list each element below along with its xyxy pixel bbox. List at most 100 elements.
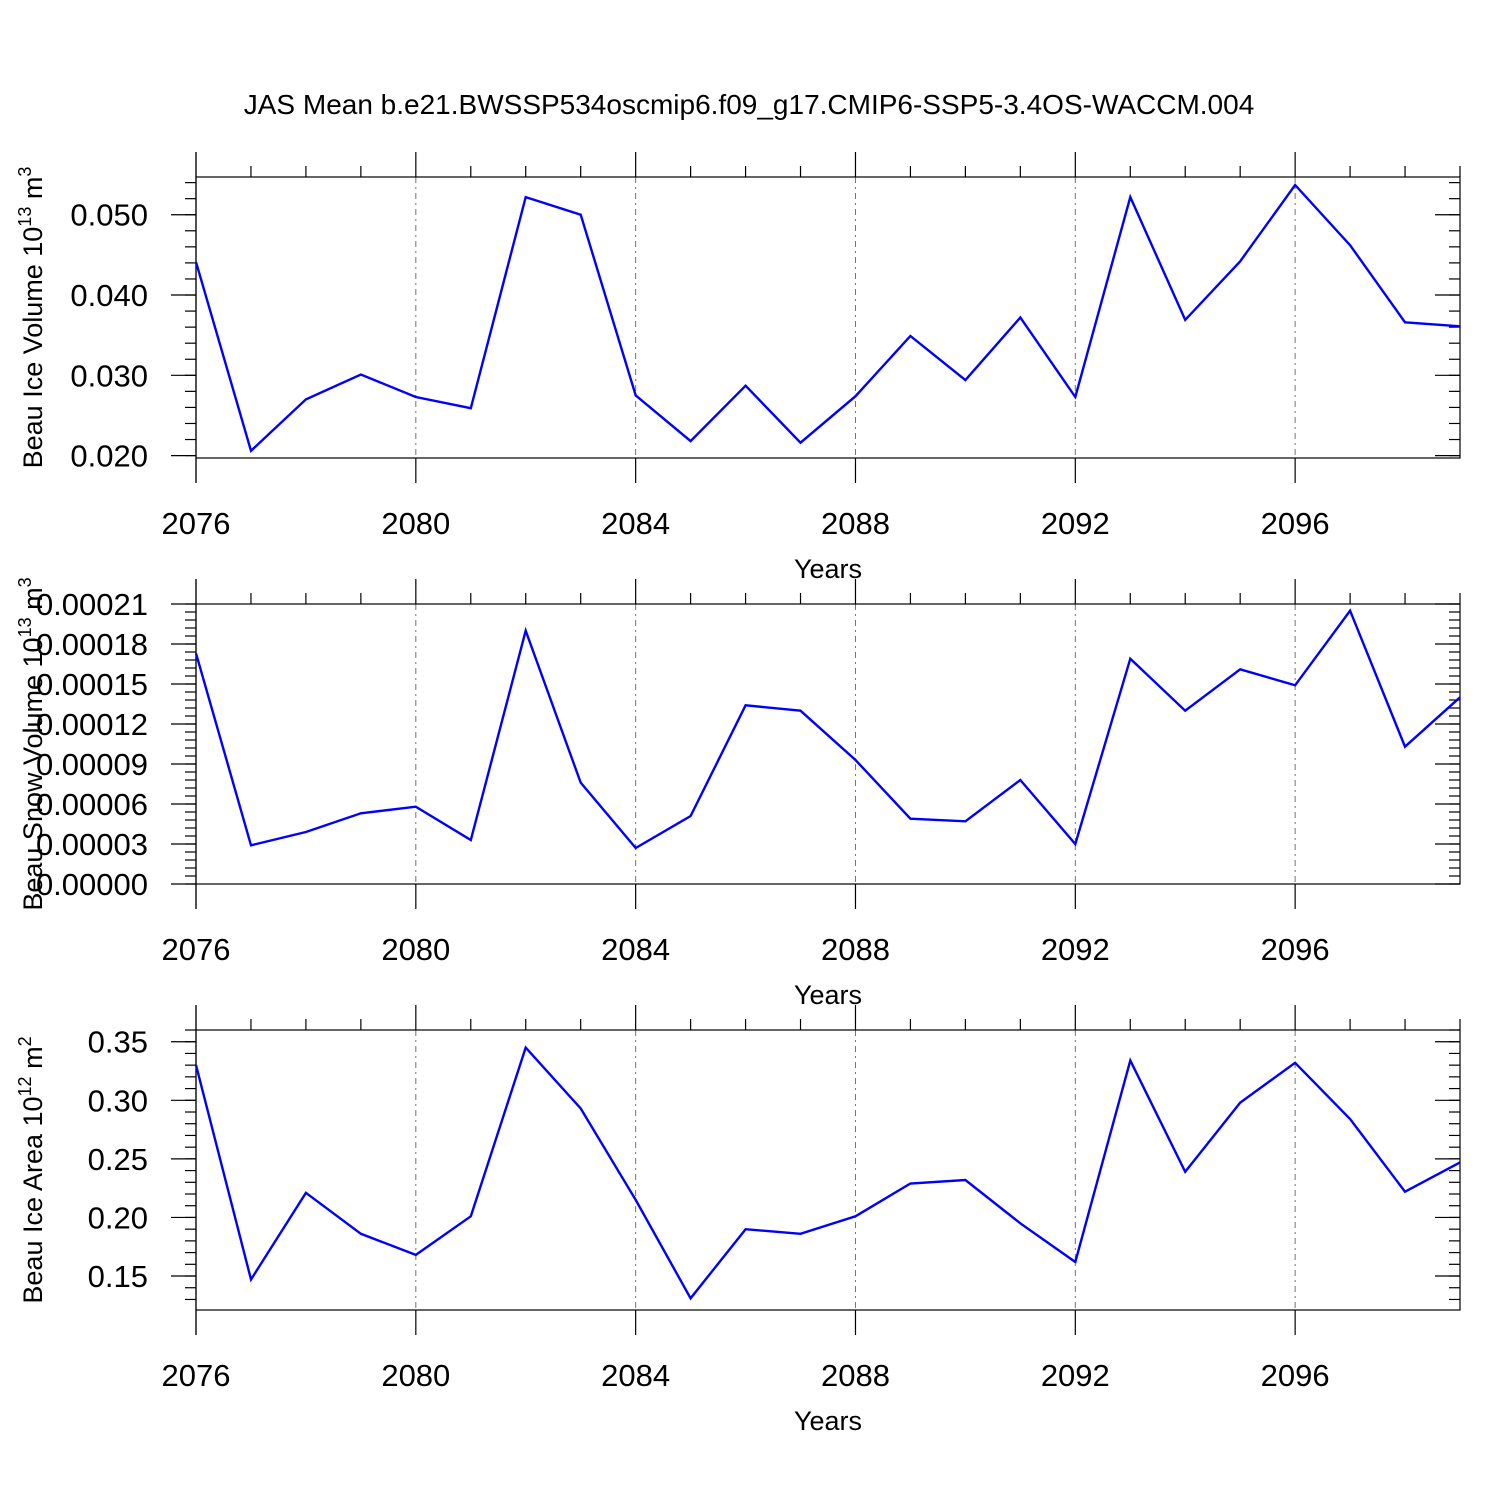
- panel-2-y-tick-label: 0.00009: [36, 747, 148, 782]
- panel-3-data-point: [963, 1177, 968, 1182]
- panel-3-y-tick-label: 0.25: [88, 1142, 148, 1177]
- panel-2-data-point: [1293, 683, 1298, 688]
- panel-2-data-point: [194, 651, 199, 656]
- panel-1-data-point: [633, 393, 638, 398]
- chart-title: JAS Mean b.e21.BWSSP534oscmip6.f09_g17.C…: [244, 89, 1255, 120]
- panel-3-data-point: [853, 1214, 858, 1219]
- panel-2-data-point: [358, 811, 363, 816]
- panel-2-x-tick-label: 2088: [821, 932, 890, 967]
- panel-1-data-point: [468, 406, 473, 411]
- panel-3-data-point: [413, 1252, 418, 1257]
- panel-2-y-tick-label: 0.00021: [36, 587, 148, 622]
- panel-1-data-point: [1348, 243, 1353, 248]
- panel-3-data-point: [1073, 1259, 1078, 1264]
- panel-3-data-point: [908, 1181, 913, 1186]
- panel-3-x-tick-label: 2084: [601, 1358, 670, 1393]
- panel-3-data-point: [1458, 1160, 1463, 1165]
- panel-1-data-point: [1128, 195, 1133, 200]
- panel-2-data-point: [578, 780, 583, 785]
- panel-3-y-axis-title: Beau Ice Area 1012 m2: [15, 1036, 48, 1303]
- panel-2-y-tick-label: 0.00012: [36, 707, 148, 742]
- panel-1-x-tick-label: 2088: [821, 506, 890, 541]
- panel-3-data-point: [688, 1296, 693, 1301]
- panel-1-data-point: [688, 439, 693, 444]
- panel-1-data-point: [523, 195, 528, 200]
- panel-1-data-point: [1238, 259, 1243, 264]
- panel-1-data-point: [908, 333, 913, 338]
- panel-1-data-point: [1183, 317, 1188, 322]
- panel-2-data-point: [468, 838, 473, 843]
- panel-3-data-point: [578, 1106, 583, 1111]
- panel-1-series-line: [194, 183, 1461, 454]
- panel-2-data-point: [1403, 744, 1408, 749]
- panel-2-x-tick-label: 2084: [601, 932, 670, 967]
- panel-2-x-tick-label: 2096: [1261, 932, 1330, 967]
- panel-2-plot-frame: [195, 603, 1461, 885]
- panel-2-y-tick-label: 0.00003: [36, 827, 148, 862]
- panel-3-data-point: [303, 1190, 308, 1195]
- panel-3-x-tick-label: 2076: [162, 1358, 231, 1393]
- panel-2: 2076 2080 2084 2088 2092 2096 Years 0.00000 0.00…: [15, 577, 1461, 1010]
- panel-1-data-point: [413, 394, 418, 399]
- panel-2-data-point: [1238, 667, 1243, 672]
- panel-3-data-point: [248, 1277, 253, 1282]
- panel-2-y-tick-label: 0.00006: [36, 787, 148, 822]
- panel-2-data-point: [963, 819, 968, 824]
- panel-1-data-point: [358, 372, 363, 377]
- panel-3-data-point: [468, 1214, 473, 1219]
- panel-2-data-point: [633, 846, 638, 851]
- panel-2-data-point: [1073, 842, 1078, 847]
- panel-1-y-tick-label: 0.050: [70, 198, 148, 233]
- panel-1-y-tick-label: 0.030: [70, 358, 148, 393]
- panel-2-data-point: [303, 830, 308, 835]
- panel-3-data-point: [358, 1231, 363, 1236]
- panel-2-y-tick-label: 0.00000: [36, 867, 148, 902]
- panel-2-data-point: [908, 816, 913, 821]
- panel-1-y-tick-label: 0.020: [70, 439, 148, 474]
- panel-2-y-tick-label: 0.00018: [36, 627, 148, 662]
- panel-1-x-tick-label: 2096: [1261, 506, 1330, 541]
- panel-3-data-point: [1348, 1117, 1353, 1122]
- panel-2-x-tick-label: 2092: [1041, 932, 1110, 967]
- panel-2-data-point: [1018, 778, 1023, 783]
- panel-3: 2076 2080 2084 2088 2092 2096 Years 0.15 0.20 0.2…: [15, 1005, 1463, 1436]
- panel-3-y-tick-label: 0.35: [88, 1025, 148, 1060]
- panel-1: 2076 2080 2084 2088 2092 2096 Years 0.020 0.030 0…: [15, 152, 1463, 584]
- panel-3-data-point: [1128, 1058, 1133, 1063]
- panel-2-data-point: [248, 843, 253, 848]
- panel-1-x-tick-label: 2076: [162, 506, 231, 541]
- panel-3-y-tick-label: 0.30: [88, 1083, 148, 1118]
- panel-1-x-tick-label: 2080: [381, 506, 450, 541]
- panel-1-data-point: [1073, 394, 1078, 399]
- panel-1-data-point: [1403, 320, 1408, 325]
- panel-3-x-tick-label: 2096: [1261, 1358, 1330, 1393]
- panel-1-data-point: [1018, 315, 1023, 320]
- panel-1-data-point: [1458, 324, 1463, 329]
- panel-3-y-tick-label: 0.15: [88, 1259, 148, 1294]
- panel-3-data-point: [798, 1231, 803, 1236]
- panel-2-data-point: [1128, 656, 1133, 661]
- panel-2-data-point: [853, 758, 858, 763]
- panel-2-series-line: [194, 608, 1461, 850]
- panel-3-x-tick-label: 2092: [1041, 1358, 1110, 1393]
- panel-2-y-tick-label: 0.00015: [36, 667, 148, 702]
- panel-2-data-point: [798, 708, 803, 713]
- panel-2-x-tick-label: 2076: [162, 932, 231, 967]
- panel-3-x-tick-label: 2088: [821, 1358, 890, 1393]
- panel-1-x-tick-label: 2084: [601, 506, 670, 541]
- panel-2-data-point: [743, 703, 748, 708]
- panel-3-data-point: [633, 1197, 638, 1202]
- panel-1-y-axis-title: Beau Ice Volume 1013 m3: [15, 167, 48, 469]
- panel-3-data-point: [1403, 1189, 1408, 1194]
- panel-1-data-point: [248, 448, 253, 453]
- panel-1-data-point: [303, 397, 308, 402]
- panel-3-plot-frame: [195, 1029, 1461, 1311]
- panel-1-data-point: [1293, 183, 1298, 188]
- panel-3-data-point: [1238, 1100, 1243, 1105]
- panel-2-x-tick-label: 2080: [381, 932, 450, 967]
- panel-2-data-point: [523, 628, 528, 633]
- panel-1-y-tick-label: 0.040: [70, 278, 148, 313]
- panel-3-x-tick-label: 2080: [381, 1358, 450, 1393]
- panel-1-data-point: [798, 440, 803, 445]
